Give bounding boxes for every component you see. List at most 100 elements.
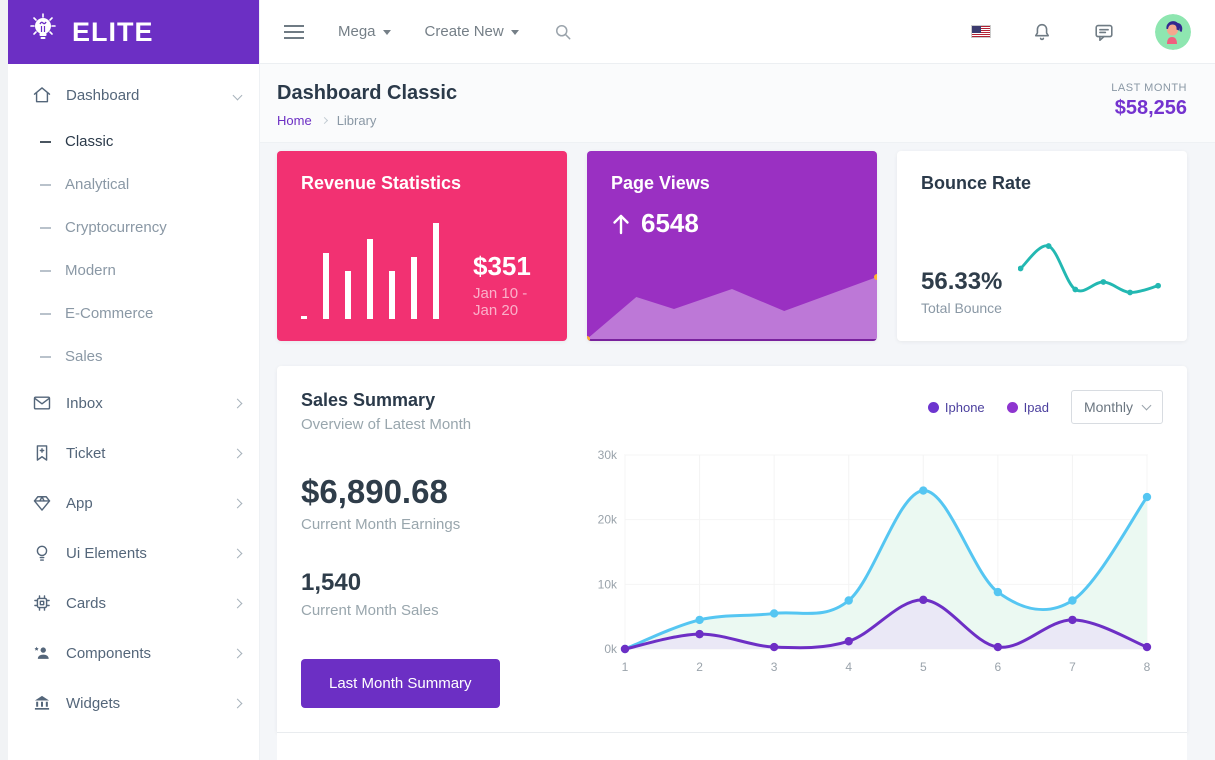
chevron-right-icon (232, 548, 243, 558)
bounce-rate-caption: Total Bounce (921, 300, 1002, 316)
bulb-icon (26, 12, 60, 52)
dash-icon (40, 312, 51, 315)
sidebar-item-analytical[interactable]: Analytical (8, 163, 259, 206)
chevron-right-icon (232, 448, 243, 458)
sidebar-item-ui-elements[interactable]: Ui Elements (8, 528, 259, 578)
sidebar-item-cryptocurrency[interactable]: Cryptocurrency (8, 206, 259, 249)
sidebar-item-inbox[interactable]: Inbox (8, 378, 259, 428)
brand-name: ELITE (72, 16, 154, 47)
card-title: Revenue Statistics (301, 173, 462, 193)
sub-item-label: E-Commerce (65, 305, 154, 322)
chevron-right-icon (232, 398, 243, 408)
sidebar-item-label: Components (66, 644, 152, 662)
last-month-label: LAST MONTH (1111, 82, 1187, 94)
svg-text:3: 3 (771, 660, 778, 674)
chevron-right-icon (232, 498, 243, 508)
legend-label: Ipad (1023, 399, 1049, 415)
dash-icon (40, 183, 51, 186)
sidebar: ELITE Dashboard Classic Analytical Crypt… (8, 0, 260, 760)
svg-text:4: 4 (845, 660, 852, 674)
sidebar-item-widgets[interactable]: Widgets (8, 678, 259, 728)
stat-cards-row: Revenue Statistics $351 Jan 10 - Jan 20 … (277, 151, 1187, 341)
svg-text:6: 6 (995, 660, 1002, 674)
bounce-rate-line-chart (1018, 243, 1162, 296)
svg-text:10k: 10k (598, 577, 618, 591)
sidebar-item-label: Ui Elements (66, 544, 147, 562)
sidebar-item-ticket[interactable]: Ticket (8, 428, 259, 478)
revenue-amount: $351 (473, 251, 531, 282)
svg-text:7: 7 (1069, 660, 1076, 674)
svg-text:1: 1 (622, 660, 629, 674)
nav-menu-create-new[interactable]: Create New (425, 23, 519, 40)
svg-text:2: 2 (696, 660, 703, 674)
legend-ipad: Ipad (1006, 399, 1049, 415)
page-views-card: Page Views 6548 (587, 151, 877, 341)
legend-label: Iphone (944, 399, 985, 415)
svg-text:0k: 0k (604, 642, 618, 656)
bell-icon[interactable] (1031, 21, 1053, 43)
chevron-right-icon (232, 598, 243, 608)
svg-text:20k: 20k (598, 513, 618, 527)
sidebar-item-modern[interactable]: Modern (8, 249, 259, 292)
brand-logo[interactable]: ELITE (8, 0, 259, 64)
arrow-up-icon (613, 214, 629, 234)
sidebar-item-label: Widgets (66, 694, 121, 712)
nav-menu-mega[interactable]: Mega (338, 23, 391, 40)
sidebar-item-classic[interactable]: Classic (8, 120, 259, 163)
us-flag-icon[interactable] (971, 25, 991, 38)
chevron-right-icon (232, 698, 243, 708)
dash-icon (40, 355, 51, 358)
svg-text:8: 8 (1144, 660, 1151, 674)
last-month-summary-button[interactable]: Last Month Summary (301, 659, 500, 708)
sidebar-item-cards[interactable]: Cards (8, 578, 259, 628)
sales-summary-title: Sales Summary (301, 390, 436, 410)
card-title: Bounce Rate (921, 173, 1032, 193)
breadcrumb-home[interactable]: Home (277, 113, 312, 128)
sidebar-item-app[interactable]: App (8, 478, 259, 528)
sales-summary-subtitle: Overview of Latest Month (301, 416, 472, 433)
avatar[interactable] (1155, 13, 1191, 50)
search-icon[interactable] (553, 22, 573, 42)
dash-icon (40, 226, 51, 229)
last-month-summary: LAST MONTH $58,256 (1111, 82, 1187, 120)
sidebar-menu: Dashboard Classic Analytical Cryptocurre… (8, 64, 259, 728)
chat-icon[interactable] (1093, 21, 1115, 43)
sidebar-item-label: Ticket (66, 444, 106, 462)
sales-line-chart: 0k 10k 20k 30k 1 2 3 4 5 6 7 8 (598, 448, 1152, 674)
bank-icon (34, 695, 50, 710)
current-month-sales-caption: Current Month Sales (301, 602, 439, 619)
sidebar-item-ecommerce[interactable]: E-Commerce (8, 292, 259, 335)
bounce-rate-value: 56.33% (921, 268, 1003, 295)
nav-menu-label: Create New (424, 23, 504, 40)
sales-summary-card: Sales Summary Overview of Latest Month I… (277, 366, 1187, 733)
sidebar-item-label: App (66, 494, 93, 512)
card-title: Page Views (611, 173, 710, 193)
legend-iphone: Iphone (927, 399, 985, 415)
legend-dot-icon (1006, 401, 1018, 413)
sidebar-item-sales[interactable]: Sales (8, 335, 259, 378)
chevron-right-icon (320, 116, 328, 125)
ticket-icon (36, 445, 48, 461)
breadcrumb-current: Library (336, 113, 377, 128)
chip-icon (34, 595, 50, 611)
hamburger-icon[interactable] (284, 24, 304, 39)
sidebar-item-components[interactable]: Components (8, 628, 259, 678)
dash-icon (40, 140, 51, 143)
dash-icon (40, 269, 51, 272)
chevron-down-icon (1141, 400, 1152, 411)
envelope-icon (33, 396, 51, 410)
main-area: Mega Create New (260, 0, 1215, 760)
user-star-icon (34, 646, 49, 659)
period-select-value: Monthly (1083, 399, 1133, 415)
page-title: Dashboard Classic (277, 82, 458, 104)
revenue-statistics-card: Revenue Statistics $351 Jan 10 - Jan 20 (277, 151, 567, 341)
revenue-period: Jan 10 - Jan 20 (473, 285, 528, 319)
sub-item-label: Classic (65, 133, 114, 150)
sidebar-scrollbar[interactable] (0, 0, 8, 760)
sub-item-label: Modern (65, 262, 116, 279)
page-content: Revenue Statistics $351 Jan 10 - Jan 20 … (260, 143, 1215, 760)
sidebar-item-label: Dashboard (66, 86, 140, 104)
revenue-bar-chart (301, 219, 439, 319)
sidebar-item-dashboard[interactable]: Dashboard (8, 70, 259, 120)
period-select[interactable]: Monthly (1070, 390, 1163, 424)
